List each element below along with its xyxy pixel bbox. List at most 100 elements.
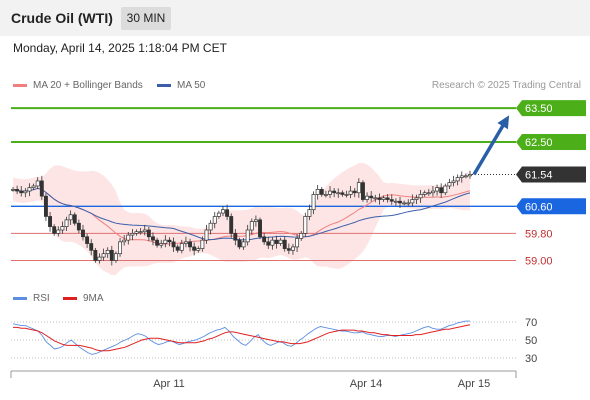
instrument-title: Crude Oil (WTI): [11, 10, 113, 26]
candle: [233, 228, 238, 246]
rsi-tick-30: 30: [525, 353, 537, 365]
legend-rsi: RSI: [13, 293, 50, 304]
candle: [183, 236, 188, 248]
candle: [81, 224, 85, 241]
candle-body: [15, 189, 20, 192]
timeframe-button[interactable]: 30 MIN: [121, 7, 171, 30]
candle: [295, 234, 300, 252]
candle: [204, 224, 209, 244]
candle-body: [447, 182, 452, 187]
candle-body: [216, 212, 221, 217]
candle-body: [463, 175, 468, 178]
candle-body: [319, 189, 324, 195]
candle: [348, 186, 353, 199]
candle-body: [422, 192, 427, 195]
ma50-label: MA 50: [177, 80, 206, 91]
candle: [113, 251, 118, 263]
candle: [344, 190, 349, 198]
rsi-tick-50: 50: [525, 335, 537, 347]
candle-body: [113, 253, 118, 261]
candle-body: [179, 243, 184, 251]
candle-body: [295, 238, 300, 248]
candle: [406, 199, 411, 206]
candle: [76, 219, 81, 234]
candle-body: [225, 209, 230, 217]
candle: [389, 194, 394, 205]
candle: [332, 188, 337, 198]
candle: [410, 194, 415, 207]
candle: [212, 212, 217, 229]
ma50-line: [12, 187, 471, 241]
candle: [328, 186, 332, 199]
candle-body: [414, 197, 419, 200]
candle: [369, 191, 374, 202]
candle-body: [97, 256, 102, 261]
legend-ma50: MA 50: [157, 80, 205, 91]
candle-body: [151, 236, 155, 241]
price-tag-60.60: [516, 198, 586, 215]
candle-body: [361, 182, 365, 200]
candle: [443, 183, 448, 196]
candle: [200, 236, 205, 252]
candle-body: [418, 194, 423, 199]
candle-body: [200, 239, 205, 249]
candle: [319, 187, 324, 197]
candle: [447, 178, 452, 190]
price-tag-62.50: [516, 134, 586, 150]
candle-body: [31, 185, 36, 189]
candle-body: [393, 200, 398, 203]
candle: [402, 200, 407, 206]
candle: [336, 188, 341, 198]
bollinger-band: [13, 163, 470, 276]
candle: [68, 210, 73, 225]
header-bar: Crude Oil (WTI) 30 MIN: [0, 0, 590, 36]
candle-body: [336, 192, 341, 195]
candle: [167, 237, 172, 247]
candle: [451, 175, 456, 187]
rsi-swatch: [13, 297, 27, 300]
candle-body: [138, 231, 143, 234]
candle-body: [122, 239, 127, 243]
candle: [274, 235, 279, 249]
candle-body: [130, 233, 135, 236]
candle-body: [48, 216, 53, 227]
candle-body: [439, 187, 444, 194]
candle: [414, 194, 419, 204]
ma50-swatch: [157, 84, 171, 87]
copyright-label: Research © 2025 Trading Central: [431, 80, 581, 91]
candle-body: [155, 239, 160, 246]
candle-body: [208, 222, 213, 231]
candle: [163, 235, 168, 248]
candle: [249, 218, 254, 235]
candle-body: [60, 226, 65, 231]
candle: [241, 238, 246, 250]
candle-body: [105, 249, 110, 255]
candle-body: [315, 189, 320, 195]
rsi-label: RSI: [33, 293, 50, 304]
price-label-59.00: 59.00: [525, 255, 553, 267]
candle: [237, 237, 242, 250]
candle: [393, 198, 398, 206]
candle: [291, 243, 295, 255]
candle-body: [377, 197, 382, 200]
candle: [192, 242, 197, 256]
candle: [216, 210, 221, 219]
candle: [361, 180, 365, 202]
legend-ma9: 9MA: [63, 293, 104, 304]
candle-body: [52, 226, 57, 234]
candle: [258, 217, 262, 240]
candle-body: [43, 195, 48, 217]
candle: [109, 245, 114, 266]
candle-body: [19, 190, 24, 194]
candle-body: [435, 187, 440, 192]
candle: [418, 190, 423, 203]
ma20-swatch: [13, 84, 27, 87]
candle-body: [455, 177, 460, 182]
candle-body: [459, 175, 464, 178]
candle-body: [253, 219, 258, 222]
candle: [126, 232, 131, 245]
candle: [60, 221, 65, 234]
candle-body: [68, 214, 73, 221]
candle-body: [311, 194, 316, 211]
candle: [142, 224, 147, 236]
